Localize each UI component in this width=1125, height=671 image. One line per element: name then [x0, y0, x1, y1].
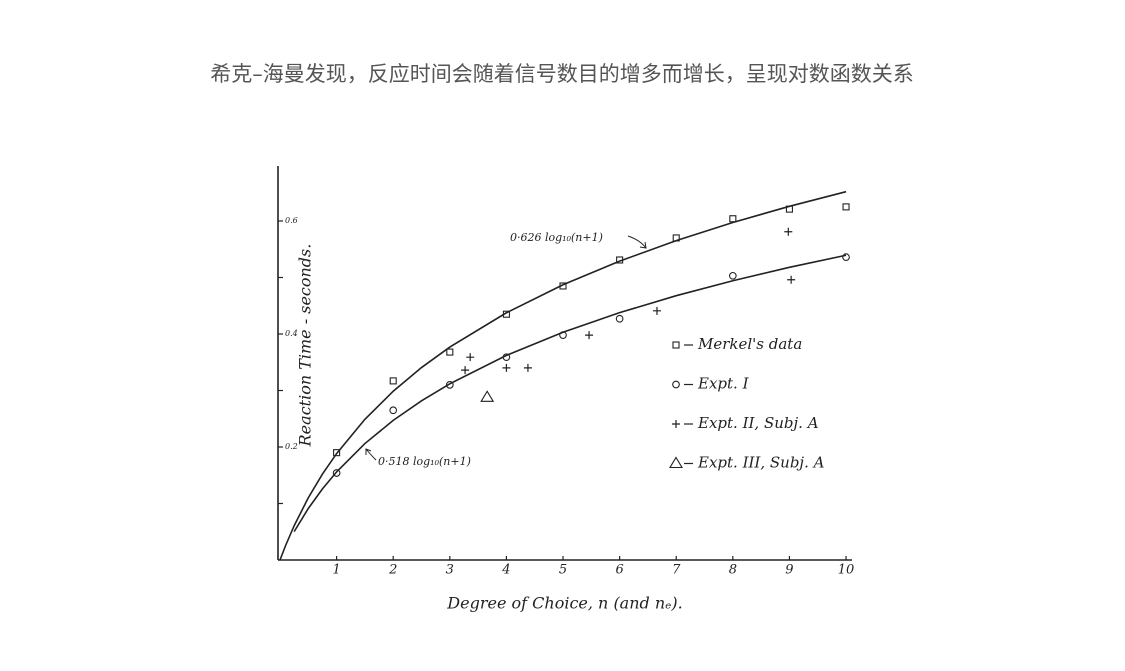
legend-label: Expt. I	[697, 375, 750, 393]
x-tick-label: 4	[501, 563, 510, 578]
x-tick-label: 9	[785, 563, 793, 578]
curve-arrow	[627, 235, 647, 249]
fit-curve	[279, 190, 847, 561]
square-marker	[672, 234, 680, 242]
circle-marker	[559, 331, 567, 339]
x-axis-label: Degree of Choice, n (and nₑ).	[446, 594, 682, 613]
plus-marker	[672, 420, 680, 428]
square-marker	[446, 348, 454, 356]
y-tick-label: 0.4	[285, 329, 298, 338]
plus-marker	[784, 227, 793, 236]
legend-label: Expt. III, Subj. A	[697, 454, 825, 472]
x-tick-label: 3	[446, 563, 454, 578]
square-marker	[785, 205, 793, 213]
triangle-marker	[480, 390, 495, 402]
circle-marker	[672, 380, 680, 389]
x-tick-label: 8	[729, 563, 737, 578]
circle-marker	[842, 253, 850, 262]
square-marker	[333, 449, 341, 457]
legend-label: Expt. II, Subj. A	[697, 414, 819, 432]
chart-title: 希克–海曼发现，反应时间会随着信号数目的增多而增长，呈现对数函数关系	[210, 62, 914, 86]
y-axis-label: Reaction Time - seconds.	[296, 244, 315, 448]
circle-marker	[615, 314, 624, 323]
circle-marker	[332, 469, 341, 477]
plus-marker	[652, 306, 661, 315]
circle-marker	[502, 353, 511, 362]
triangle-marker	[669, 456, 683, 469]
circle-marker	[445, 381, 454, 389]
plus-marker	[502, 363, 511, 372]
square-marker	[729, 215, 737, 223]
plus-marker	[461, 366, 470, 375]
plus-marker	[585, 331, 594, 340]
square-marker	[672, 341, 680, 349]
square-marker	[389, 377, 397, 385]
square-marker	[502, 310, 510, 318]
x-tick-label: 5	[559, 563, 567, 578]
square-marker	[616, 256, 624, 264]
x-tick-label: 10	[838, 563, 855, 578]
circle-marker	[389, 406, 398, 415]
circle-marker	[728, 271, 737, 280]
curve-arrow	[365, 448, 377, 461]
curve-label: 0·626 log₁₀(n+1)	[510, 231, 603, 244]
legend-label: Merkel's data	[697, 335, 802, 353]
x-tick-label: 7	[672, 563, 681, 578]
x-tick-label: 6	[615, 563, 623, 578]
y-tick-label: 0.2	[285, 442, 298, 451]
curve-label: 0·518 log₁₀(n+1)	[378, 455, 471, 468]
plus-marker	[787, 275, 796, 284]
plus-marker	[466, 353, 475, 362]
y-tick-label: 0.6	[285, 216, 298, 225]
plus-marker	[523, 363, 532, 372]
square-marker	[842, 203, 850, 211]
x-tick-label: 2	[388, 563, 397, 578]
x-tick-label: 1	[332, 563, 340, 578]
fit-curve	[293, 254, 847, 533]
square-marker	[559, 282, 567, 290]
